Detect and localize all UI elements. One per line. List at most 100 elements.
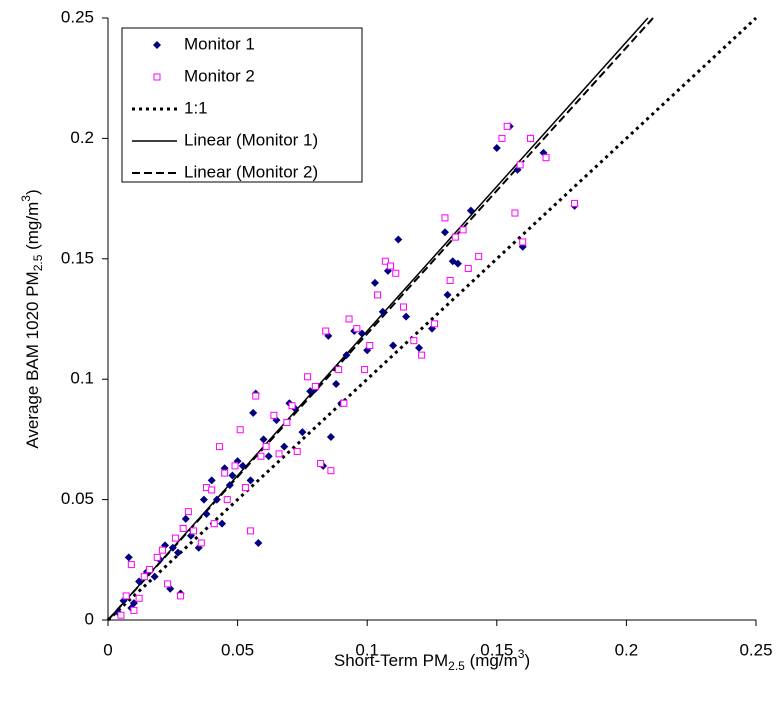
marker-square xyxy=(262,443,270,451)
marker-square xyxy=(503,122,511,130)
marker-square xyxy=(117,611,125,619)
marker-square xyxy=(236,426,244,434)
marker-diamond xyxy=(326,432,335,441)
marker-diamond xyxy=(259,435,268,444)
x-tick-label: 0.25 xyxy=(739,640,772,659)
marker-diamond xyxy=(228,471,237,480)
x-axis-label-part: 2.5 xyxy=(448,659,465,673)
legend-label: Monitor 2 xyxy=(184,66,255,85)
marker-diamond xyxy=(173,548,182,557)
marker-square xyxy=(130,606,138,614)
marker-square xyxy=(446,276,454,284)
marker-square xyxy=(283,419,291,427)
marker-diamond xyxy=(207,476,216,485)
trend-line xyxy=(106,16,758,622)
marker-square xyxy=(140,573,148,581)
marker-square xyxy=(459,226,467,234)
marker-square xyxy=(410,337,418,345)
marker-diamond xyxy=(212,495,221,504)
marker-square xyxy=(381,257,389,265)
marker-square xyxy=(345,315,353,323)
marker-square xyxy=(571,199,579,207)
marker-square xyxy=(171,534,179,542)
x-tick-label: 0.15 xyxy=(480,640,513,659)
marker-square xyxy=(335,366,343,374)
x-tick-label: 0.1 xyxy=(355,640,379,659)
x-tick-label: 0.05 xyxy=(221,640,254,659)
y-tick-label: 0.05 xyxy=(61,489,94,508)
marker-square xyxy=(158,546,166,554)
marker-diamond xyxy=(453,259,462,268)
y-axis-label: Average BAM 1020 PM2.5 (mg/m3) xyxy=(19,189,45,448)
marker-diamond xyxy=(264,452,273,461)
marker-square xyxy=(374,291,382,299)
marker-square xyxy=(221,469,229,477)
marker-diamond xyxy=(150,572,159,581)
marker-diamond xyxy=(238,461,247,470)
marker-square xyxy=(431,320,439,328)
marker-square xyxy=(179,524,187,532)
marker-square xyxy=(519,238,527,246)
marker-diamond xyxy=(153,41,161,49)
marker-square xyxy=(135,594,143,602)
marker-square xyxy=(322,327,330,335)
marker-square xyxy=(516,161,524,169)
marker-square xyxy=(418,351,426,359)
y-tick-label: 0.1 xyxy=(70,369,94,388)
marker-square xyxy=(153,553,161,561)
y-tick-label: 0 xyxy=(85,609,94,628)
legend-box xyxy=(121,27,363,183)
marker-square xyxy=(475,252,483,260)
marker-square xyxy=(164,580,172,588)
marker-diamond xyxy=(181,514,190,523)
x-tick-label: 0.2 xyxy=(615,640,639,659)
marker-square xyxy=(231,462,239,470)
marker-square xyxy=(498,134,506,142)
marker-diamond xyxy=(389,341,398,350)
trend-line xyxy=(107,17,654,621)
marker-diamond xyxy=(402,312,411,321)
x-axis-label-part: Short-Term PM xyxy=(334,651,448,670)
marker-diamond xyxy=(246,476,255,485)
marker-square xyxy=(327,467,335,475)
marker-square xyxy=(252,392,260,400)
marker-square xyxy=(464,264,472,272)
marker-square xyxy=(317,459,325,467)
y-tick-label: 0.15 xyxy=(61,248,94,267)
marker-square xyxy=(177,592,185,600)
marker-square xyxy=(257,452,265,460)
x-axis-label: Short-Term PM2.5 (mg/m3) xyxy=(334,647,530,673)
marker-square xyxy=(208,486,216,494)
marker-square xyxy=(215,443,223,451)
marker-diamond xyxy=(254,538,263,547)
y-axis-label-part: Average BAM 1020 PM xyxy=(23,271,42,448)
marker-diamond xyxy=(124,553,133,562)
marker-square xyxy=(288,402,296,410)
marker-diamond xyxy=(280,442,289,451)
marker-diamond xyxy=(202,510,211,519)
marker-diamond xyxy=(443,290,452,299)
marker-square xyxy=(542,154,550,162)
marker-diamond xyxy=(298,428,307,437)
marker-square xyxy=(304,373,312,381)
marker-square xyxy=(145,565,153,573)
marker-square xyxy=(190,527,198,535)
x-axis-label-part: 3 xyxy=(518,647,525,661)
marker-square xyxy=(184,508,192,516)
marker-square xyxy=(275,450,283,458)
marker-square xyxy=(311,382,319,390)
marker-square xyxy=(451,233,459,241)
marker-square xyxy=(511,209,519,217)
legend-label: Monitor 1 xyxy=(184,34,255,53)
marker-diamond xyxy=(378,307,387,316)
marker-square xyxy=(122,592,130,600)
marker-square xyxy=(153,73,161,81)
marker-diamond xyxy=(440,228,449,237)
y-tick-label: 0.25 xyxy=(61,7,94,26)
legend-label: Linear (Monitor 2) xyxy=(184,162,318,181)
marker-diamond xyxy=(225,481,234,490)
y-axis-label-part: ) xyxy=(23,189,42,195)
marker-square xyxy=(210,520,218,528)
marker-square xyxy=(223,496,231,504)
